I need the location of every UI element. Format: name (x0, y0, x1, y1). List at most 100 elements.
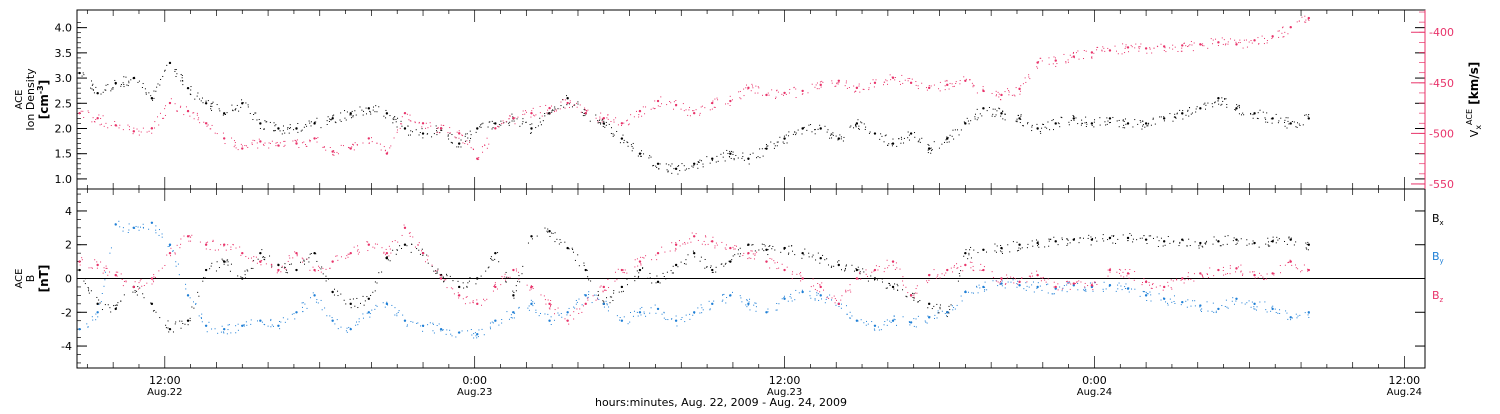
data-dot (227, 259, 229, 261)
data-dot (120, 85, 122, 87)
data-dot (337, 328, 339, 330)
data-dot (670, 270, 672, 272)
data-point (1235, 297, 1238, 300)
data-dot (281, 266, 283, 268)
data-dot (917, 88, 919, 90)
data-dot (980, 263, 982, 265)
data-dot (704, 267, 706, 269)
data-dot (1165, 51, 1167, 53)
data-dot (714, 247, 716, 249)
data-dot (1307, 249, 1309, 251)
data-dot (984, 281, 986, 283)
data-dot (1122, 119, 1124, 121)
data-dot (446, 273, 448, 275)
data-dot (1096, 284, 1098, 286)
data-dot (537, 125, 539, 127)
data-dot (651, 259, 653, 261)
data-dot (602, 290, 604, 292)
data-dot (781, 263, 783, 265)
data-dot (1267, 241, 1269, 243)
data-dot (687, 254, 689, 256)
data-dot (642, 267, 644, 269)
data-dot (104, 271, 106, 273)
data-dot (535, 127, 537, 129)
data-point (421, 132, 425, 135)
data-dot (712, 100, 714, 102)
data-dot (1225, 43, 1227, 45)
data-dot (577, 103, 579, 105)
data-dot (761, 248, 763, 250)
data-dot (814, 86, 816, 88)
data-dot (1172, 48, 1174, 50)
data-dot (104, 304, 106, 306)
data-dot (883, 141, 885, 143)
data-dot (199, 241, 201, 243)
data-dot (472, 148, 474, 150)
data-dot (344, 110, 346, 112)
data-dot (240, 276, 242, 278)
data-point (855, 268, 859, 272)
data-dot (545, 104, 547, 106)
data-dot (479, 124, 481, 126)
data-dot (751, 244, 753, 246)
data-dot (172, 331, 174, 333)
data-dot (732, 246, 734, 248)
data-dot (164, 69, 166, 71)
data-dot (525, 122, 527, 124)
data-dot (1145, 291, 1147, 293)
data-point (855, 277, 859, 280)
data-dot (438, 323, 440, 325)
data-dot (863, 271, 865, 273)
data-dot (978, 284, 980, 286)
data-dot (301, 257, 303, 259)
data-dot (340, 293, 342, 295)
data-dot (706, 266, 708, 268)
data-dot (180, 243, 182, 245)
data-dot (1162, 289, 1164, 291)
data-dot (939, 308, 941, 310)
data-dot (600, 112, 602, 114)
data-dot (675, 248, 677, 250)
data-dot (1183, 282, 1185, 284)
data-dot (353, 246, 355, 248)
data-dot (1206, 301, 1208, 303)
data-dot (489, 326, 491, 328)
data-dot (602, 291, 604, 293)
data-dot (1188, 45, 1190, 47)
data-dot (1300, 271, 1302, 273)
data-dot (284, 266, 286, 268)
data-dot (263, 258, 265, 260)
data-dot (597, 291, 599, 293)
data-dot (1135, 43, 1137, 45)
data-dot (531, 123, 533, 125)
data-dot (374, 308, 376, 310)
y-label-bottom-line1: ACE (14, 269, 25, 289)
data-dot (219, 110, 221, 112)
data-dot (302, 302, 304, 304)
data-point (530, 111, 533, 115)
data-dot (655, 165, 657, 167)
data-dot (421, 126, 423, 128)
data-dot (1221, 103, 1223, 105)
data-dot (282, 130, 284, 132)
data-dot (726, 149, 728, 151)
data-dot (817, 252, 819, 254)
data-dot (347, 253, 349, 255)
data-point (602, 302, 606, 306)
data-dot (241, 145, 243, 147)
data-dot (1018, 247, 1020, 249)
data-dot (986, 251, 988, 253)
data-dot (1179, 242, 1181, 244)
data-dot (1051, 120, 1053, 122)
data-dot (802, 93, 804, 95)
data-dot (323, 146, 325, 148)
data-dot (757, 92, 759, 94)
data-point (1054, 285, 1057, 289)
data-dot (376, 305, 378, 307)
data-dot (846, 313, 848, 315)
data-dot (667, 319, 669, 321)
data-dot (1198, 245, 1200, 247)
data-dot (819, 291, 821, 293)
data-dot (1002, 111, 1004, 113)
data-dot (1239, 42, 1241, 44)
